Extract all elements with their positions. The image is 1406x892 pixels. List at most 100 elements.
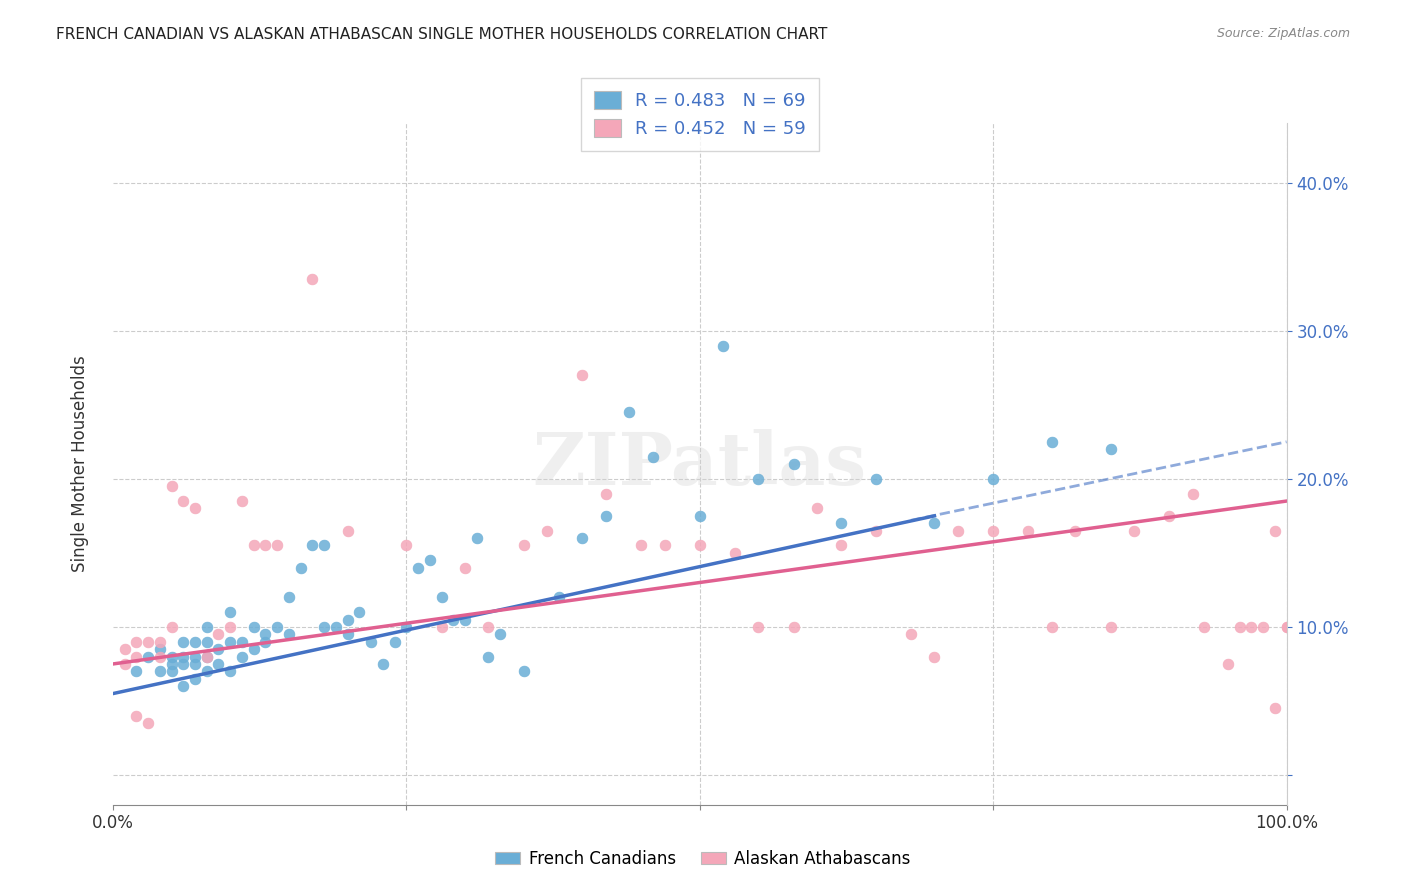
Point: [136, 716, 159, 731]
Point: [172, 494, 194, 508]
Point: [395, 539, 418, 553]
Point: [595, 508, 617, 523]
Point: [1159, 508, 1181, 523]
Point: [219, 665, 242, 679]
Point: [384, 634, 406, 648]
Point: [395, 620, 418, 634]
Point: [454, 560, 477, 574]
Point: [1123, 524, 1146, 538]
Point: [477, 620, 499, 634]
Point: [325, 620, 347, 634]
Point: [172, 649, 194, 664]
Point: [865, 524, 887, 538]
Point: [1064, 524, 1087, 538]
Point: [465, 531, 488, 545]
Point: [219, 634, 242, 648]
Point: [1017, 524, 1039, 538]
Point: [571, 531, 593, 545]
Point: [254, 627, 277, 641]
Legend: R = 0.483   N = 69, R = 0.452   N = 59: R = 0.483 N = 69, R = 0.452 N = 59: [581, 78, 818, 151]
Point: [114, 657, 136, 671]
Point: [149, 642, 172, 657]
Point: [1229, 620, 1251, 634]
Point: [195, 649, 218, 664]
Point: [946, 524, 969, 538]
Point: [336, 627, 359, 641]
Text: ZIPatlas: ZIPatlas: [533, 428, 866, 500]
Point: [172, 679, 194, 693]
Point: [184, 672, 207, 686]
Point: [654, 539, 676, 553]
Point: [125, 634, 148, 648]
Point: [125, 649, 148, 664]
Point: [641, 450, 664, 464]
Point: [207, 642, 229, 657]
Point: [254, 539, 277, 553]
Point: [314, 539, 336, 553]
Point: [595, 486, 617, 500]
Point: [1251, 620, 1274, 634]
Point: [1216, 657, 1239, 671]
Point: [184, 649, 207, 664]
Point: [360, 634, 382, 648]
Point: [136, 649, 159, 664]
Point: [125, 708, 148, 723]
Point: [806, 501, 828, 516]
Point: [1099, 442, 1122, 457]
Point: [406, 560, 429, 574]
Point: [184, 501, 207, 516]
Point: [207, 657, 229, 671]
Point: [689, 508, 711, 523]
Point: [172, 657, 194, 671]
Point: [195, 649, 218, 664]
Y-axis label: Single Mother Households: Single Mother Households: [72, 356, 89, 573]
Point: [512, 539, 534, 553]
Point: [160, 479, 183, 493]
Point: [1264, 701, 1286, 715]
Point: [1040, 620, 1063, 634]
Point: [900, 627, 922, 641]
Point: [336, 524, 359, 538]
Point: [782, 620, 804, 634]
Text: FRENCH CANADIAN VS ALASKAN ATHABASCAN SINGLE MOTHER HOUSEHOLDS CORRELATION CHART: FRENCH CANADIAN VS ALASKAN ATHABASCAN SI…: [56, 27, 828, 42]
Point: [231, 634, 253, 648]
Legend: French Canadians, Alaskan Athabascans: French Canadians, Alaskan Athabascans: [489, 844, 917, 875]
Point: [172, 634, 194, 648]
Point: [290, 560, 312, 574]
Point: [747, 472, 769, 486]
Point: [160, 649, 183, 664]
Point: [136, 634, 159, 648]
Point: [747, 620, 769, 634]
Point: [865, 472, 887, 486]
Point: [266, 539, 288, 553]
Point: [125, 665, 148, 679]
Point: [349, 605, 371, 619]
Point: [277, 591, 299, 605]
Point: [512, 665, 534, 679]
Point: [981, 472, 1004, 486]
Point: [571, 368, 593, 383]
Point: [924, 516, 946, 531]
Point: [207, 627, 229, 641]
Point: [149, 665, 172, 679]
Point: [242, 642, 264, 657]
Point: [114, 642, 136, 657]
Point: [477, 649, 499, 664]
Point: [924, 649, 946, 664]
Point: [266, 620, 288, 634]
Point: [454, 613, 477, 627]
Point: [231, 494, 253, 508]
Point: [195, 620, 218, 634]
Point: [689, 539, 711, 553]
Point: [184, 634, 207, 648]
Point: [160, 620, 183, 634]
Point: [981, 524, 1004, 538]
Point: [314, 620, 336, 634]
Point: [711, 338, 734, 352]
Point: [277, 627, 299, 641]
Point: [1275, 620, 1298, 634]
Point: [630, 539, 652, 553]
Point: [242, 620, 264, 634]
Point: [1040, 434, 1063, 449]
Point: [1099, 620, 1122, 634]
